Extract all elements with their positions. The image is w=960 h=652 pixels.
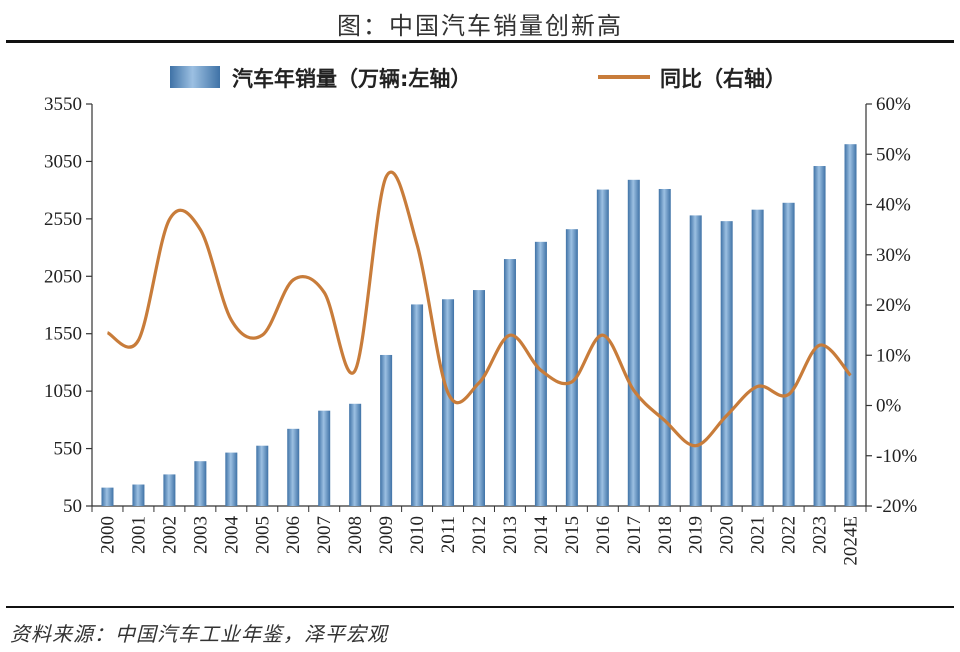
bar-2013 bbox=[503, 259, 516, 506]
bar-2000 bbox=[101, 487, 114, 506]
x-tick-label: 2007 bbox=[314, 516, 335, 554]
x-tick-label: 2008 bbox=[345, 516, 366, 554]
legend-bar-label: 汽车年销量（万辆:左轴） bbox=[232, 67, 471, 91]
bar-2016 bbox=[596, 189, 609, 506]
left-tick-label: 2550 bbox=[44, 209, 82, 230]
x-tick-label: 2020 bbox=[717, 516, 738, 554]
right-tick-label: 20% bbox=[876, 295, 911, 316]
yoy-line-path bbox=[106, 170, 852, 448]
bars bbox=[101, 144, 857, 507]
x-tick-label: 2023 bbox=[810, 516, 831, 554]
bar-2003 bbox=[194, 461, 207, 506]
x-tick-label: 2001 bbox=[128, 516, 149, 554]
axes: 50 550 1050 1550 2050 2550 3050 3550 -20% -10% 0% 1… bbox=[44, 94, 917, 517]
x-tick-label: 2011 bbox=[438, 516, 459, 553]
bar-2009 bbox=[380, 354, 393, 506]
bar-2008 bbox=[349, 403, 362, 506]
bar-2024E bbox=[844, 144, 857, 506]
x-tick-label: 2024E bbox=[841, 516, 862, 566]
bar-2014 bbox=[534, 241, 547, 507]
x-tick-label: 2012 bbox=[469, 516, 490, 554]
x-tick-label: 2017 bbox=[624, 516, 645, 554]
left-tick-label: 3550 bbox=[44, 94, 82, 115]
right-tick-label: 30% bbox=[876, 245, 911, 266]
chart-title: 图：中国汽车销量创新高 bbox=[337, 12, 623, 40]
bar-2020 bbox=[720, 221, 733, 506]
bottom-rule bbox=[6, 606, 954, 608]
right-tick-label: 40% bbox=[876, 195, 911, 216]
bar-2015 bbox=[565, 229, 578, 507]
left-tick-label: 2050 bbox=[44, 266, 82, 287]
bar-2018 bbox=[658, 188, 671, 506]
yoy-line bbox=[106, 170, 852, 448]
right-tick-label: 10% bbox=[876, 345, 911, 366]
bar-2023 bbox=[813, 166, 826, 506]
bar-2019 bbox=[689, 215, 702, 506]
right-tick-label: 0% bbox=[876, 396, 902, 417]
right-tick-label: 50% bbox=[876, 144, 911, 165]
x-tick-label: 2000 bbox=[97, 516, 118, 554]
source-note: 资料来源：中国汽车工业年鉴，泽平宏观 bbox=[10, 622, 388, 646]
x-tick-label: 2010 bbox=[407, 516, 428, 554]
x-tick-label: 2006 bbox=[283, 516, 304, 554]
bar-2007 bbox=[318, 410, 331, 506]
x-tick-label: 2002 bbox=[159, 516, 180, 554]
bar-2005 bbox=[256, 445, 269, 506]
left-tick-label: 50 bbox=[63, 496, 82, 517]
x-tick-labels: 2000 2001 2002 2003 2004 2005 2006 2007 2008 2009… bbox=[97, 516, 861, 566]
left-tick-label: 1050 bbox=[44, 381, 82, 402]
bar-2006 bbox=[287, 428, 300, 506]
x-tick-label: 2019 bbox=[686, 516, 707, 554]
bar-2004 bbox=[225, 452, 238, 506]
x-tick-label: 2003 bbox=[190, 516, 211, 554]
bar-2010 bbox=[411, 304, 424, 506]
bar-2011 bbox=[442, 299, 455, 506]
bar-2021 bbox=[751, 209, 764, 506]
right-tick-label: -10% bbox=[876, 446, 917, 467]
legend-bar-swatch bbox=[170, 66, 220, 88]
bar-2017 bbox=[627, 179, 640, 506]
bar-2001 bbox=[132, 484, 145, 506]
x-tick-label: 2013 bbox=[500, 516, 521, 554]
bar-2012 bbox=[473, 290, 485, 506]
right-tick-label: 60% bbox=[876, 94, 911, 115]
legend-line-label: 同比（右轴） bbox=[660, 67, 786, 91]
x-tick-label: 2021 bbox=[748, 516, 769, 554]
left-tick-label: 550 bbox=[54, 439, 83, 460]
x-tick-label: 2005 bbox=[252, 516, 273, 554]
x-tick-label: 2015 bbox=[562, 516, 583, 554]
x-tick-label: 2014 bbox=[531, 516, 552, 555]
left-tick-label: 3050 bbox=[44, 151, 82, 172]
bar-2022 bbox=[782, 202, 795, 506]
x-tick-label: 2022 bbox=[779, 516, 800, 554]
x-tick-label: 2004 bbox=[221, 516, 242, 555]
x-tick-label: 2018 bbox=[655, 516, 676, 554]
bar-2002 bbox=[163, 474, 176, 506]
chart-svg: 汽车年销量（万辆:左轴） 同比（右轴） 50 550 1050 1550 2050 255… bbox=[44, 66, 917, 566]
legend: 汽车年销量（万辆:左轴） 同比（右轴） bbox=[170, 66, 786, 91]
x-tick-label: 2016 bbox=[593, 516, 614, 554]
top-rule bbox=[6, 40, 954, 43]
left-tick-label: 1550 bbox=[44, 324, 82, 345]
right-tick-label: -20% bbox=[876, 496, 917, 517]
x-tick-label: 2009 bbox=[376, 516, 397, 554]
